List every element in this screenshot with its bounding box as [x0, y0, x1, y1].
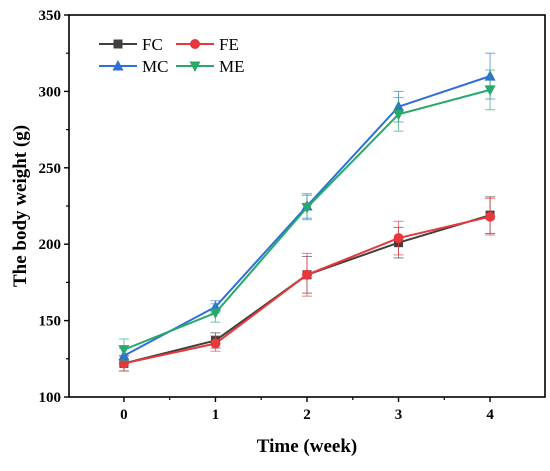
y-tick-label: 250 — [39, 161, 62, 177]
legend-label: ME — [219, 57, 245, 76]
x-tick-label: 2 — [303, 407, 311, 423]
x-axis: 0 1 2 3 4 — [120, 397, 494, 423]
y-axis: 100 150 200 250 300 350 — [39, 8, 69, 406]
legend-marker — [113, 39, 123, 49]
legend-item-me: ME — [176, 57, 245, 76]
y-tick-label: 100 — [39, 390, 62, 406]
series-fe — [118, 197, 496, 372]
legend-label: MC — [142, 57, 168, 76]
y-tick-label: 300 — [39, 84, 62, 100]
legend-marker — [190, 39, 200, 49]
legend-label: FE — [219, 35, 239, 54]
data-point — [485, 211, 496, 222]
data-point — [484, 85, 496, 96]
data-point — [209, 308, 221, 319]
data-point — [301, 203, 313, 214]
legend-label: FC — [142, 35, 163, 54]
y-axis-title: The body weight (g) — [10, 125, 31, 287]
legend-item-fc: FC — [99, 35, 163, 54]
legend-item-mc: MC — [99, 57, 168, 76]
legend-item-fe: FE — [176, 35, 239, 54]
data-point — [393, 233, 404, 244]
x-axis-title: Time (week) — [257, 436, 357, 457]
y-tick-label: 350 — [39, 8, 62, 24]
data-point — [393, 109, 405, 121]
legend: FC FE MC ME — [99, 35, 245, 76]
series-layer — [118, 52, 496, 372]
y-tick-label: 150 — [39, 314, 62, 330]
legend-marker — [189, 61, 201, 72]
x-tick-label: 0 — [120, 407, 128, 423]
data-point — [118, 345, 130, 356]
data-point — [210, 338, 221, 349]
x-tick-label: 3 — [395, 407, 403, 423]
series-me — [118, 69, 496, 361]
x-tick-label: 1 — [212, 407, 220, 423]
data-point — [302, 269, 312, 280]
x-tick-label: 4 — [486, 407, 494, 423]
y-tick-label: 200 — [39, 237, 62, 253]
legend-marker — [112, 60, 124, 71]
